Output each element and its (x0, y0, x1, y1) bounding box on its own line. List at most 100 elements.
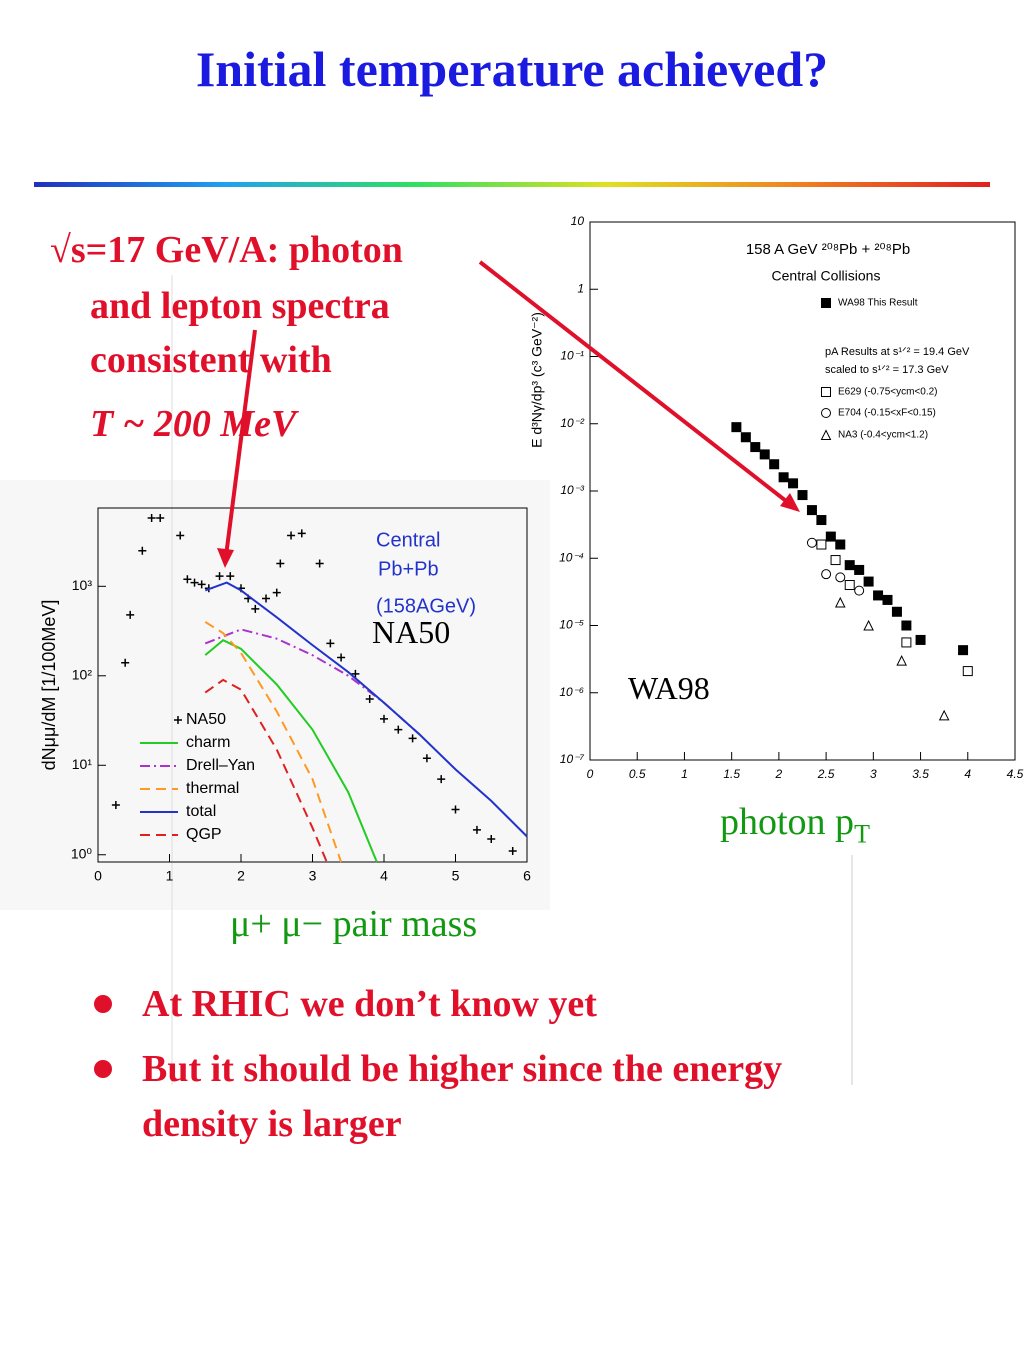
marker (797, 490, 808, 501)
bullet-text: But it should be higher since the energy (142, 1048, 783, 1090)
arrow-head (780, 493, 800, 512)
marker (806, 537, 817, 548)
y-axis-label: E d³Nγ/dp³ (c³ GeV⁻²) (529, 312, 545, 448)
marker (251, 604, 260, 613)
legend-label: charm (186, 734, 230, 751)
marker (938, 709, 950, 721)
na50-plot: 0 1 2 3 4 5 6 10⁰ 10¹ 10² 10³ dNμμ/dM [1/100MeV] Cen… (39, 507, 531, 884)
y-tick-label: 10⁻⁷ (560, 752, 585, 766)
axis-caption: photon pT (720, 800, 870, 850)
legend-marker (821, 408, 831, 418)
title: Initial temperature achieved? (195, 41, 829, 97)
marker (834, 596, 846, 608)
intro-line: and lepton spectra (90, 285, 390, 327)
marker (891, 606, 902, 617)
y-tick-label: 10¹ (72, 756, 93, 772)
legend-marker (821, 387, 831, 397)
annotation: Central Collisions (772, 268, 881, 284)
marker (126, 610, 135, 619)
marker (759, 449, 770, 460)
marker (863, 619, 874, 631)
axis-caption-sub: T (854, 819, 870, 849)
marker (215, 572, 224, 581)
legend-marker (174, 716, 182, 724)
marker (326, 639, 335, 648)
axis-caption-text: photon p (720, 801, 855, 843)
plot-backdrop (0, 480, 550, 910)
annotation: (158AGeV) (376, 595, 476, 617)
x-tick-label: 2 (237, 868, 245, 884)
marker (315, 559, 324, 568)
marker (816, 539, 827, 550)
plot-label: NA50 (372, 614, 451, 650)
marker (276, 559, 285, 568)
marker (351, 669, 360, 678)
plot-label: WA98 (628, 670, 710, 706)
axis-caption: μ+ μ− pair mass (230, 903, 478, 945)
marker (472, 825, 481, 834)
marker (873, 590, 884, 601)
marker (788, 478, 799, 489)
x-tick-label: 2.5 (817, 767, 835, 781)
marker (844, 560, 855, 571)
legend-label: NA3 (-0.4<ycm<1.2) (838, 430, 928, 441)
marker (226, 572, 235, 581)
legend-label: WA98 This Result (838, 298, 918, 309)
intro-line: √s=17 GeV/A: photon (50, 229, 403, 271)
bullet-dot (94, 1060, 112, 1078)
wa98-plot: 0 0.5 1 1.5 2 2.5 3 3.5 4 4.5 10⁻⁷ 10⁻⁶ 10⁻⁵ 10⁻⁴ 10⁻³… (529, 214, 1024, 781)
marker (408, 734, 417, 743)
marker (147, 513, 156, 522)
marker (297, 529, 306, 538)
marker (962, 666, 973, 677)
legend-label: E629 (-0.75<ycm<0.2) (838, 387, 938, 398)
y-tick-label: 10⁻¹ (560, 349, 584, 363)
x-tick-label: 0.5 (629, 767, 646, 781)
x-tick-label: 1 (681, 767, 688, 781)
marker (451, 805, 460, 814)
curve (204, 638, 378, 863)
marker (778, 472, 789, 483)
marker (740, 432, 751, 443)
marker (816, 515, 827, 526)
bullet-text: density is larger (142, 1103, 402, 1145)
y-tick-label: 10 (571, 214, 585, 228)
curve (204, 581, 528, 838)
marker (825, 531, 836, 542)
marker (337, 653, 346, 662)
marker (394, 725, 403, 734)
intro-line: consistent with (90, 339, 332, 381)
x-tick-label: 0 (587, 767, 594, 781)
x-tick-label: 2 (775, 767, 783, 781)
y-tick-label: 10⁻⁶ (559, 685, 584, 699)
y-tick-label: 10⁻³ (560, 483, 585, 497)
legend-label: Drell–Yan (186, 757, 255, 774)
marker (138, 546, 147, 555)
x-tick-label: 4.5 (1007, 767, 1024, 781)
marker (272, 588, 281, 597)
marker (896, 655, 907, 666)
y-tick-label: 10⁻² (560, 416, 585, 430)
bullet-text: At RHIC we don’t know yet (142, 983, 597, 1025)
annotation: 158 A GeV ²⁰⁸Pb + ²⁰⁸Pb (746, 241, 910, 258)
y-tick-label: 10⁻⁵ (559, 618, 584, 632)
marker (262, 594, 271, 603)
marker (111, 800, 120, 809)
curve (204, 621, 343, 863)
legend-marker (821, 298, 831, 308)
divider (34, 182, 990, 187)
curve (204, 678, 328, 863)
marker (422, 754, 431, 763)
marker (844, 580, 855, 591)
marker (156, 513, 165, 522)
marker (176, 531, 185, 540)
pointer-arrow (224, 329, 257, 557)
bullet-dot (94, 995, 112, 1013)
marker (121, 658, 130, 667)
annotation: pA Results at s¹ᐟ² = 19.4 GeV (825, 346, 970, 358)
legend-label: QGP (186, 826, 222, 843)
arrow-head (217, 548, 234, 568)
pointer-arrow (478, 260, 797, 510)
